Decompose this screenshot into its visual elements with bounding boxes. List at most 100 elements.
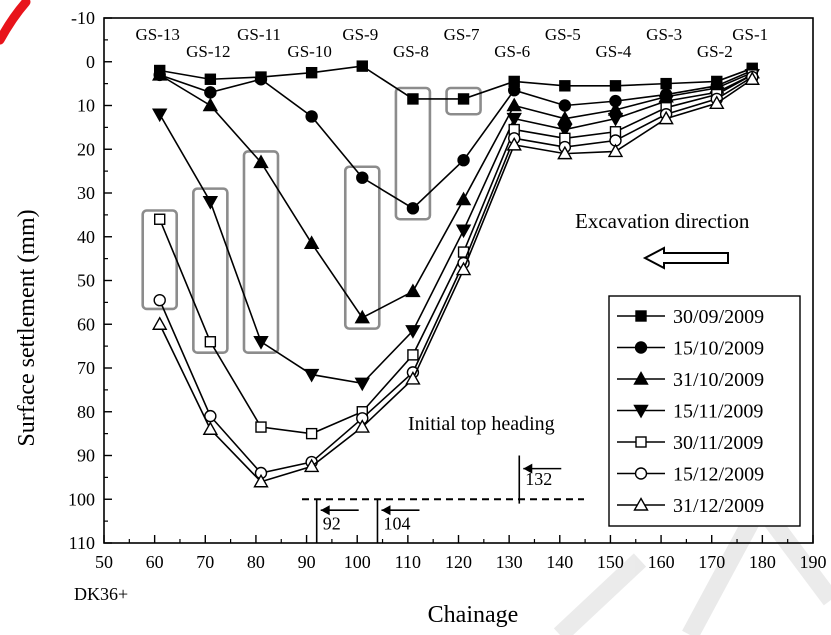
monitoring-point-label: GS-2 — [697, 42, 733, 61]
monitoring-point-label: GS-4 — [596, 42, 632, 61]
data-point — [607, 112, 624, 127]
x-tick-label: 160 — [648, 552, 675, 572]
x-tick-label: 90 — [298, 552, 316, 572]
data-point — [255, 421, 267, 433]
monitoring-point-label: GS-7 — [444, 25, 480, 44]
x-tick-label: 80 — [247, 552, 265, 572]
data-point — [609, 80, 622, 92]
highlight-box — [343, 165, 381, 330]
heading-marker-arrowhead — [320, 505, 330, 516]
x-tick-label: 130 — [496, 552, 523, 572]
data-point — [154, 213, 166, 225]
data-point — [634, 341, 648, 354]
data-point — [457, 93, 470, 105]
data-point — [152, 316, 168, 330]
data-point — [202, 97, 219, 112]
data-point — [356, 60, 368, 72]
legend-label: 30/09/2009 — [673, 306, 764, 328]
data-point — [633, 404, 649, 419]
data-point — [354, 377, 370, 392]
highlight-box — [394, 86, 432, 221]
y-tick-label: 100 — [68, 489, 95, 509]
excavation-direction-label: Excavation direction — [575, 209, 750, 233]
data-point — [305, 110, 318, 123]
data-point — [204, 86, 217, 99]
legend-label: 31/12/2009 — [673, 495, 764, 517]
data-point — [455, 224, 472, 239]
data-point — [202, 421, 219, 435]
x-tick-label: 150 — [597, 552, 624, 572]
data-point — [457, 153, 470, 167]
series-group — [152, 69, 760, 392]
data-point — [658, 110, 674, 125]
legend-label: 15/12/2009 — [673, 464, 764, 486]
data-point — [405, 325, 421, 339]
y-tick-label: 70 — [77, 358, 95, 378]
x-tick-label: 140 — [546, 552, 573, 572]
y-tick-label: -10 — [71, 8, 95, 28]
y-tick-label: 50 — [77, 271, 95, 291]
data-point — [455, 261, 472, 276]
y-tick-label: 80 — [77, 402, 95, 422]
monitoring-point-label: GS-6 — [494, 42, 530, 61]
data-point — [405, 283, 421, 298]
y-tick-label: 60 — [77, 314, 95, 334]
data-point — [558, 99, 572, 112]
highlight-box — [445, 86, 482, 116]
data-point — [407, 93, 419, 105]
data-point — [506, 136, 522, 151]
highlight-box — [192, 187, 229, 354]
heading-marker-label: 92 — [323, 514, 341, 534]
data-point — [202, 196, 219, 210]
data-point — [557, 145, 573, 160]
monitoring-point-label: GS-11 — [237, 25, 281, 44]
data-point — [254, 73, 268, 86]
data-point — [506, 112, 522, 127]
monitoring-point-label: GS-1 — [732, 25, 768, 44]
data-point — [354, 419, 370, 433]
data-point — [455, 191, 472, 206]
x-tick-label: 170 — [698, 552, 725, 572]
x-tick-label: 70 — [196, 552, 214, 572]
x-tick-label: 180 — [749, 552, 776, 572]
data-point — [356, 171, 369, 184]
series-group — [152, 64, 760, 324]
monitoring-point-label: GS-5 — [545, 25, 581, 44]
data-point — [557, 110, 573, 125]
monitoring-point-label: GS-12 — [186, 42, 230, 61]
monitoring-point-label: GS-13 — [136, 25, 180, 44]
data-point — [354, 309, 370, 324]
excavation-direction-arrow — [642, 246, 729, 270]
x-axis-title: Chainage — [428, 602, 519, 628]
data-point — [253, 473, 269, 488]
y-tick-label: 90 — [77, 446, 95, 466]
data-point — [633, 497, 649, 511]
data-point — [508, 83, 521, 97]
monitoring-point-label: GS-8 — [393, 42, 429, 61]
x-tick-label: 100 — [344, 552, 371, 572]
data-point — [303, 235, 320, 250]
y-tick-label: 110 — [69, 533, 95, 553]
data-point — [506, 97, 522, 112]
data-point — [204, 336, 217, 348]
highlight-box — [242, 150, 280, 354]
data-point — [305, 427, 318, 440]
data-point — [407, 349, 419, 361]
heading-marker-label: 104 — [383, 514, 410, 534]
legend-label: 15/11/2009 — [673, 401, 763, 423]
data-point — [152, 108, 168, 123]
corner-decoration — [0, 0, 31, 45]
data-point — [406, 202, 420, 215]
x-tick-label: 60 — [146, 552, 164, 572]
plot-area: 50 60 70 80 90 100 110 120 130 140 150 160 170 180 190… — [68, 8, 827, 572]
monitoring-point-label: GS-9 — [342, 25, 378, 44]
data-point — [559, 80, 571, 92]
y-tick-label: 30 — [77, 183, 95, 203]
data-point — [305, 66, 318, 79]
data-point — [153, 293, 166, 307]
legend-label: 30/11/2009 — [673, 432, 763, 454]
heading-marker-arrowhead — [381, 505, 391, 516]
data-point — [709, 95, 725, 110]
data-point — [253, 336, 269, 350]
x-tick-label: 120 — [445, 552, 472, 572]
